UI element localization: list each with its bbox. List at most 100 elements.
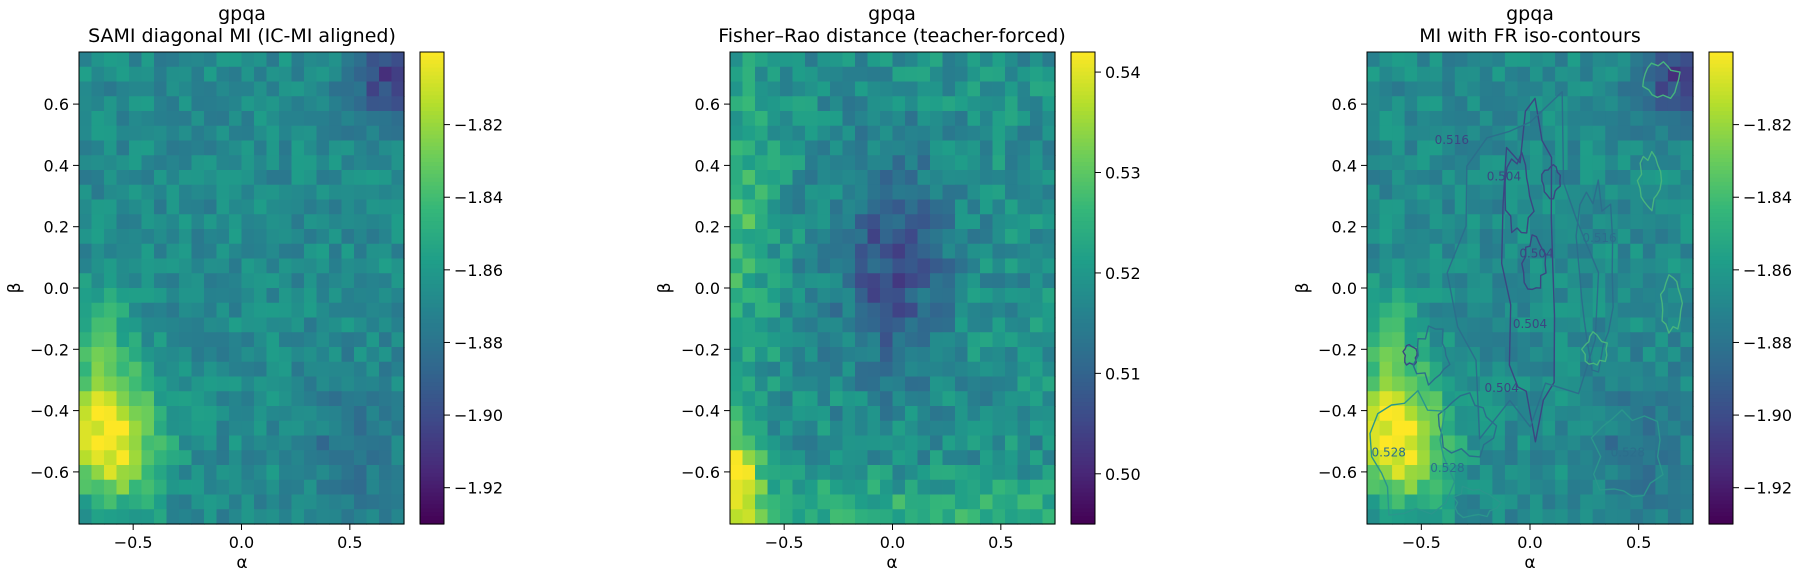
heatmap-cell bbox=[1555, 450, 1569, 466]
heatmap-cell bbox=[1642, 258, 1656, 274]
heatmap-cell bbox=[79, 199, 93, 215]
heatmap-cell bbox=[855, 406, 869, 422]
heatmap-cell bbox=[379, 111, 393, 127]
heatmap-cell bbox=[992, 140, 1006, 156]
heatmap-cell bbox=[179, 170, 193, 186]
panel-2-heatmap bbox=[730, 52, 1056, 525]
colorbar-segment bbox=[1071, 99, 1095, 104]
colorbar-segment bbox=[1071, 107, 1095, 112]
heatmap-cell bbox=[792, 170, 806, 186]
heatmap-cell bbox=[1367, 155, 1381, 171]
heatmap-cell bbox=[1504, 258, 1519, 274]
heatmap-cell bbox=[1680, 420, 1694, 437]
heatmap-cell bbox=[141, 81, 155, 97]
heatmap-cell bbox=[304, 66, 318, 83]
heatmap-cell bbox=[792, 66, 806, 83]
heatmap-cell bbox=[892, 229, 906, 245]
heatmap-cell bbox=[942, 332, 956, 348]
heatmap-cell bbox=[1479, 140, 1493, 156]
fr-iso-contour bbox=[1500, 97, 1556, 443]
colorbar-segment bbox=[1071, 75, 1095, 81]
heatmap-cell bbox=[1680, 435, 1694, 451]
heatmap-cell bbox=[817, 125, 831, 142]
heatmap-cell bbox=[1467, 184, 1481, 201]
heatmap-cell bbox=[254, 229, 268, 245]
heatmap-cell bbox=[1005, 111, 1019, 127]
heatmap-cell bbox=[880, 170, 894, 186]
heatmap-cell bbox=[1005, 391, 1019, 407]
heatmap-cell bbox=[391, 509, 405, 525]
heatmap-cell bbox=[1605, 288, 1619, 304]
heatmap-cell bbox=[329, 155, 343, 171]
heatmap-cell bbox=[366, 347, 380, 363]
colorbar-segment bbox=[1709, 236, 1733, 242]
heatmap-cell bbox=[179, 66, 193, 83]
heatmap-cell bbox=[1030, 479, 1044, 496]
heatmap-cell bbox=[304, 199, 318, 215]
heatmap-cell bbox=[1392, 243, 1406, 260]
heatmap-cell bbox=[229, 302, 243, 319]
colorbar-segment bbox=[1709, 295, 1733, 301]
heatmap-cell bbox=[141, 317, 155, 333]
colorbar-segment bbox=[1071, 437, 1095, 442]
heatmap-cell bbox=[792, 376, 806, 392]
heatmap-cell bbox=[91, 302, 105, 319]
heatmap-cell bbox=[730, 302, 744, 319]
heatmap-cell bbox=[191, 479, 205, 496]
heatmap-cell bbox=[980, 199, 994, 215]
heatmap-cell bbox=[116, 509, 130, 525]
heatmap-cell bbox=[1429, 199, 1443, 215]
heatmap-cell bbox=[366, 170, 380, 186]
heatmap-cell bbox=[354, 52, 368, 68]
colorbar-tick-label: −1.90 bbox=[454, 406, 503, 425]
heatmap-cell bbox=[191, 81, 205, 97]
heatmap-cell bbox=[1592, 214, 1606, 230]
heatmap-cell bbox=[855, 199, 869, 215]
heatmap-cell bbox=[755, 302, 769, 319]
heatmap-cell bbox=[154, 465, 168, 481]
heatmap-cell bbox=[354, 450, 368, 466]
heatmap-cell bbox=[1517, 361, 1531, 378]
heatmap-cell bbox=[767, 140, 781, 156]
y-tick-label: −0.4 bbox=[30, 402, 69, 421]
heatmap-cell bbox=[291, 111, 305, 127]
heatmap-cell bbox=[291, 302, 305, 319]
heatmap-cell bbox=[391, 184, 405, 201]
heatmap-cell bbox=[1530, 288, 1544, 304]
heatmap-cell bbox=[980, 435, 994, 451]
heatmap-cell bbox=[279, 450, 293, 466]
heatmap-cell bbox=[842, 435, 856, 451]
heatmap-cell bbox=[154, 214, 168, 230]
heatmap-cell bbox=[354, 96, 368, 112]
heatmap-cell bbox=[917, 96, 931, 112]
heatmap-cell bbox=[1030, 347, 1044, 363]
heatmap-cell bbox=[805, 376, 819, 392]
heatmap-cell bbox=[1504, 243, 1519, 260]
heatmap-cell bbox=[116, 170, 130, 186]
heatmap-cell bbox=[730, 273, 744, 289]
heatmap-cell bbox=[830, 450, 844, 466]
heatmap-cell bbox=[1667, 332, 1682, 348]
heatmap-cell bbox=[955, 332, 969, 348]
heatmap-cell bbox=[1392, 155, 1406, 171]
heatmap-cell bbox=[917, 214, 931, 230]
colorbar-segment bbox=[1709, 520, 1733, 525]
heatmap-cell bbox=[1005, 494, 1019, 510]
heatmap-cell bbox=[905, 450, 919, 466]
heatmap-cell bbox=[266, 420, 280, 437]
heatmap-cell bbox=[1580, 258, 1594, 274]
heatmap-cell bbox=[1617, 140, 1631, 156]
heatmap-cell bbox=[842, 243, 856, 260]
heatmap-cell bbox=[942, 243, 956, 260]
heatmap-cell bbox=[116, 450, 130, 466]
heatmap-cell bbox=[730, 376, 744, 392]
heatmap-cell bbox=[842, 229, 856, 245]
heatmap-cell bbox=[905, 155, 919, 171]
colorbar-segment bbox=[1071, 476, 1095, 482]
heatmap-cell bbox=[116, 361, 130, 378]
heatmap-cell bbox=[880, 81, 894, 97]
heatmap-cell bbox=[1517, 52, 1531, 68]
heatmap-cell bbox=[141, 435, 155, 451]
heatmap-cell bbox=[91, 273, 105, 289]
heatmap-cell bbox=[1592, 450, 1606, 466]
